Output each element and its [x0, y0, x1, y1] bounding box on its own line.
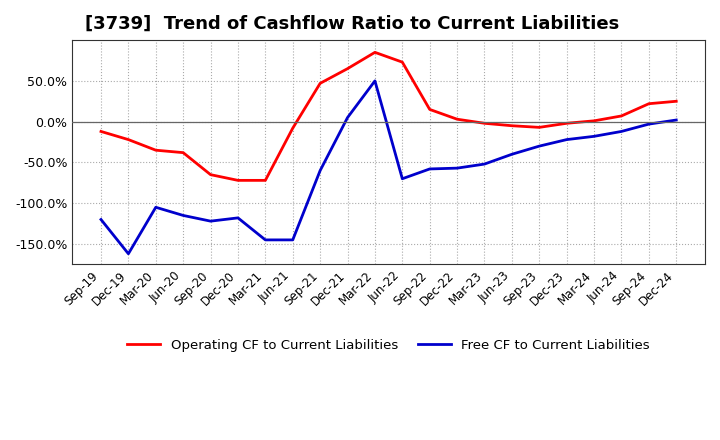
Operating CF to Current Liabilities [206, 172, 215, 177]
Line: Operating CF to Current Liabilities: Operating CF to Current Liabilities [101, 52, 676, 180]
Free CF to Current Liabilities [206, 219, 215, 224]
Free CF to Current Liabilities [590, 134, 598, 139]
Operating CF to Current Liabilities [644, 101, 653, 106]
Operating CF to Current Liabilities [343, 66, 352, 71]
Free CF to Current Liabilities [426, 166, 434, 172]
Free CF to Current Liabilities [480, 161, 489, 167]
Free CF to Current Liabilities [371, 78, 379, 84]
Legend: Operating CF to Current Liabilities, Free CF to Current Liabilities: Operating CF to Current Liabilities, Fre… [122, 334, 655, 358]
Free CF to Current Liabilities [179, 213, 187, 218]
Free CF to Current Liabilities [617, 129, 626, 134]
Free CF to Current Liabilities [261, 237, 270, 242]
Free CF to Current Liabilities [508, 152, 516, 157]
Operating CF to Current Liabilities [371, 50, 379, 55]
Operating CF to Current Liabilities [672, 99, 680, 104]
Operating CF to Current Liabilities [316, 81, 325, 86]
Free CF to Current Liabilities [453, 165, 462, 171]
Free CF to Current Liabilities [398, 176, 407, 181]
Free CF to Current Liabilities [289, 237, 297, 242]
Free CF to Current Liabilities [562, 137, 571, 142]
Free CF to Current Liabilities [672, 117, 680, 123]
Operating CF to Current Liabilities [289, 125, 297, 131]
Operating CF to Current Liabilities [617, 114, 626, 119]
Operating CF to Current Liabilities [590, 118, 598, 124]
Free CF to Current Liabilities [316, 168, 325, 173]
Operating CF to Current Liabilities [261, 178, 270, 183]
Operating CF to Current Liabilities [179, 150, 187, 155]
Operating CF to Current Liabilities [151, 147, 160, 153]
Operating CF to Current Liabilities [124, 137, 132, 142]
Free CF to Current Liabilities [233, 215, 242, 220]
Operating CF to Current Liabilities [480, 121, 489, 126]
Operating CF to Current Liabilities [453, 117, 462, 122]
Operating CF to Current Liabilities [426, 107, 434, 112]
Free CF to Current Liabilities [124, 251, 132, 257]
Operating CF to Current Liabilities [535, 125, 544, 130]
Operating CF to Current Liabilities [562, 121, 571, 126]
Free CF to Current Liabilities [343, 115, 352, 120]
Operating CF to Current Liabilities [96, 129, 105, 134]
Line: Free CF to Current Liabilities: Free CF to Current Liabilities [101, 81, 676, 254]
Free CF to Current Liabilities [151, 205, 160, 210]
Operating CF to Current Liabilities [233, 178, 242, 183]
Text: [3739]  Trend of Cashflow Ratio to Current Liabilities: [3739] Trend of Cashflow Ratio to Curren… [85, 15, 619, 33]
Operating CF to Current Liabilities [398, 59, 407, 65]
Operating CF to Current Liabilities [508, 123, 516, 128]
Free CF to Current Liabilities [644, 121, 653, 127]
Free CF to Current Liabilities [535, 143, 544, 149]
Free CF to Current Liabilities [96, 217, 105, 222]
